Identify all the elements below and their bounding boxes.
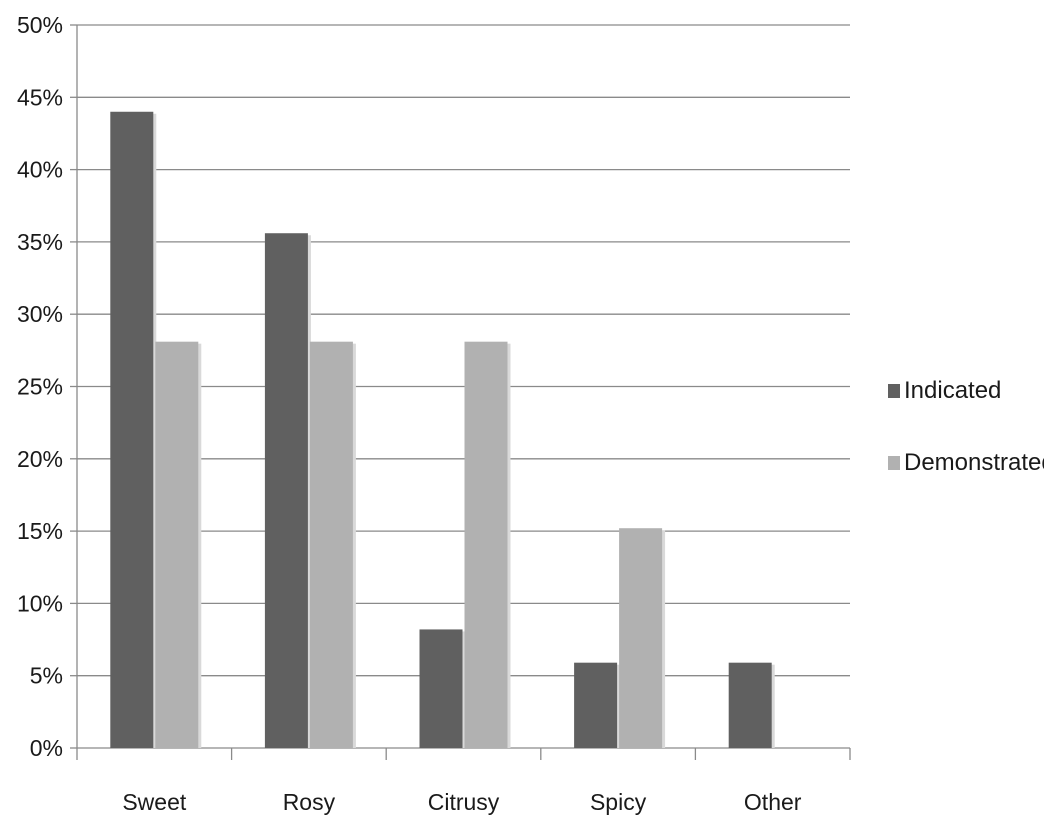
y-tick-label: 15% — [17, 518, 63, 544]
x-tick-label: Rosy — [283, 789, 336, 815]
bar-demonstrated-sweet — [155, 342, 198, 748]
x-tick-labels: Sweet Rosy Citrusy Spicy Other — [122, 789, 801, 815]
bar-indicated-citrusy — [420, 629, 463, 748]
x-tick-label: Sweet — [122, 789, 187, 815]
y-tick-label: 35% — [17, 229, 63, 255]
legend-item-demonstrated: Demonstrated — [888, 446, 1044, 480]
legend-label-demonstrated: Demonstrated — [904, 449, 1044, 477]
legend-swatch-demonstrated — [888, 456, 900, 470]
bar-demonstrated-spicy — [619, 528, 662, 748]
y-tick-label: 0% — [30, 735, 63, 761]
bar-indicated-spicy — [574, 663, 617, 748]
bar-demonstrated-citrusy — [465, 342, 508, 748]
x-tick-label: Citrusy — [428, 789, 500, 815]
y-tick-label: 10% — [17, 590, 63, 616]
legend-label-indicated: Indicated — [904, 377, 1001, 405]
bars — [110, 112, 774, 748]
bar-indicated-rosy — [265, 233, 308, 748]
y-tick-label: 20% — [17, 446, 63, 472]
y-tick-label: 40% — [17, 157, 63, 183]
legend: Indicated Demonstrated — [888, 374, 1044, 518]
y-tick-label: 5% — [30, 663, 63, 689]
bar-indicated-sweet — [110, 112, 153, 748]
bar-indicated-other — [729, 663, 772, 748]
legend-swatch-indicated — [888, 384, 900, 398]
y-tick-label: 25% — [17, 374, 63, 400]
y-tick-label: 45% — [17, 84, 63, 110]
x-tick-label: Spicy — [590, 789, 647, 815]
legend-item-indicated: Indicated — [888, 374, 1044, 408]
y-tick-labels: 0% 5% 10% 15% 20% 25% 30% 35% 40% 45% 50% — [17, 12, 63, 761]
y-tick-label: 30% — [17, 301, 63, 327]
y-tick-label: 50% — [17, 12, 63, 38]
x-tick-label: Other — [744, 789, 802, 815]
bar-demonstrated-rosy — [310, 342, 353, 748]
